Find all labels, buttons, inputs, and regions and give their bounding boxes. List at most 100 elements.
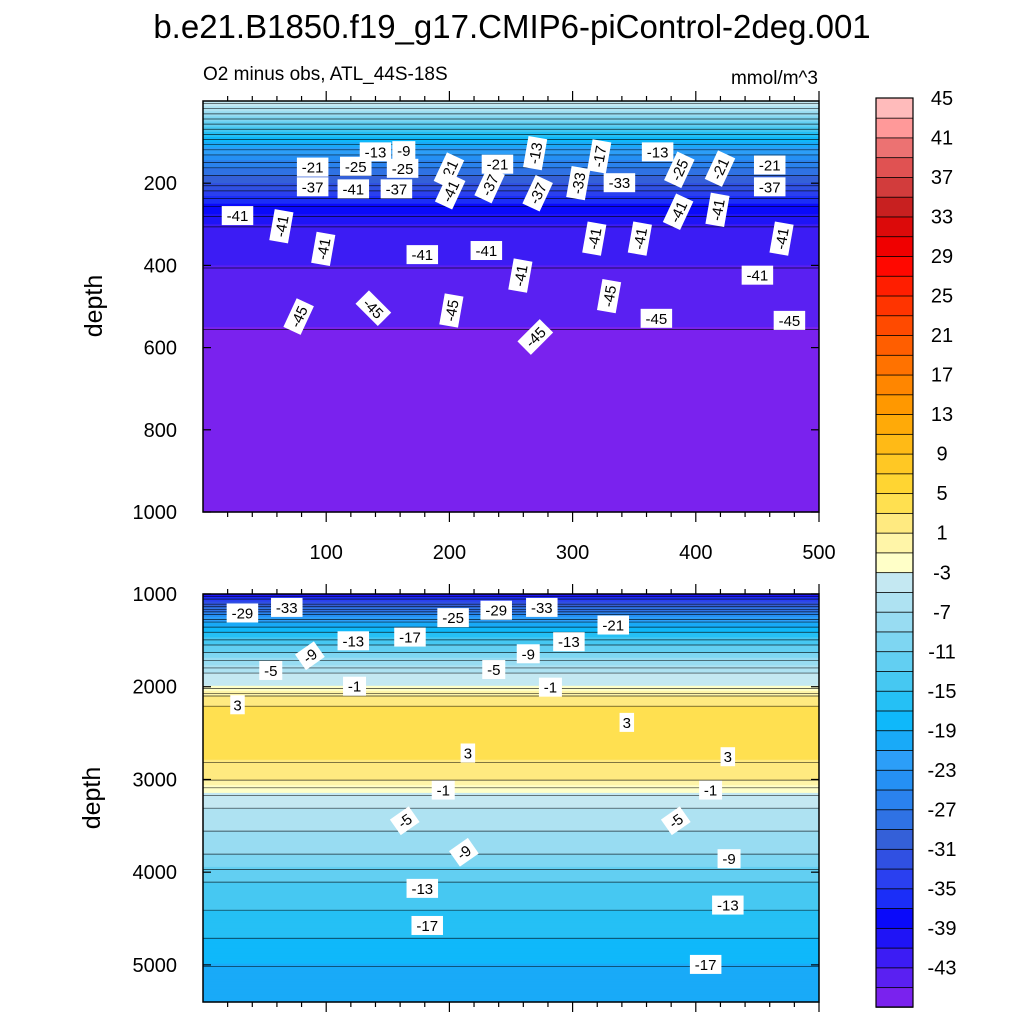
contour-band bbox=[203, 134, 819, 138]
contour-band bbox=[203, 252, 819, 256]
contour-label-text: -9 bbox=[722, 851, 735, 868]
colorbar-tick-label: -15 bbox=[928, 681, 957, 703]
contour-label: -41 bbox=[705, 192, 730, 227]
contour-label-text: -17 bbox=[416, 918, 438, 935]
contour-band bbox=[203, 785, 819, 789]
contour-band bbox=[203, 945, 819, 950]
colorbar-swatch bbox=[875, 769, 914, 791]
colorbar-swatch bbox=[875, 492, 914, 514]
contour-band bbox=[203, 172, 819, 177]
contour-label-box bbox=[741, 265, 774, 285]
contour-label: -9 bbox=[392, 141, 416, 161]
contour-label-box bbox=[337, 631, 370, 651]
contour-label-box bbox=[259, 660, 283, 680]
contour-band bbox=[203, 347, 819, 351]
contour-band bbox=[203, 142, 819, 146]
contour-band bbox=[203, 976, 819, 980]
contour-band bbox=[203, 963, 819, 967]
colorbar-swatch bbox=[875, 235, 914, 257]
contour-band bbox=[203, 889, 819, 893]
contour-band bbox=[203, 303, 819, 308]
contour-band bbox=[203, 350, 819, 354]
colorbar-swatch bbox=[875, 117, 914, 139]
colorbar-swatch bbox=[875, 927, 914, 949]
contour-band bbox=[203, 357, 819, 362]
colorbar: 45 41 37 33 29 25 21 17 13 9 5 1 -3 -7 -11 -15 -19 -23 -27… bbox=[875, 88, 957, 1008]
contour-band bbox=[203, 388, 819, 392]
contour-band bbox=[203, 706, 819, 710]
contour-band bbox=[203, 841, 819, 845]
contour-label-text: -41 bbox=[272, 214, 293, 238]
contour-label-box bbox=[434, 172, 466, 210]
contour-band bbox=[203, 866, 819, 870]
contour-label-box bbox=[603, 173, 636, 193]
colorbar-swatch bbox=[875, 710, 914, 732]
contour-label-text: -37 bbox=[302, 179, 324, 196]
contour-band bbox=[203, 468, 819, 472]
contour-band bbox=[203, 718, 819, 723]
contour-label-text: -29 bbox=[485, 603, 507, 620]
contour-label-text: -45 bbox=[442, 299, 463, 323]
colorbar-tick-label: 29 bbox=[931, 246, 953, 268]
contour-band bbox=[203, 667, 819, 672]
contour-band bbox=[203, 741, 819, 746]
contour-label-box bbox=[769, 221, 794, 256]
contour-label-box bbox=[394, 627, 426, 647]
colorbar-swatch bbox=[875, 433, 914, 455]
colorbar-tick-label: 25 bbox=[931, 286, 953, 308]
colorbar-swatch bbox=[875, 413, 914, 435]
contour-band bbox=[203, 688, 819, 692]
contour-band bbox=[203, 836, 819, 840]
contour-band bbox=[203, 301, 819, 305]
contour-band bbox=[203, 188, 819, 192]
contour-label: -13 bbox=[523, 135, 548, 171]
contour-band bbox=[203, 257, 819, 261]
contour-band bbox=[203, 249, 819, 254]
contour-label-text: -9 bbox=[397, 143, 410, 160]
contour-label: -33 bbox=[271, 597, 303, 617]
colorbar-swatch bbox=[875, 670, 914, 692]
contour-label: -41 bbox=[508, 258, 533, 293]
colorbar-swatch bbox=[875, 394, 914, 415]
colorbar-tick-label: 33 bbox=[931, 207, 953, 229]
contour-label-box bbox=[664, 151, 695, 189]
contour-label-text: -41 bbox=[585, 227, 606, 251]
contour-band bbox=[203, 404, 819, 408]
contour-label: 3 bbox=[460, 743, 476, 763]
contour-band bbox=[203, 386, 819, 390]
contour-band bbox=[203, 270, 819, 274]
contour-band bbox=[203, 311, 819, 315]
contour-band bbox=[203, 416, 819, 421]
contour-band bbox=[203, 693, 819, 697]
contour-band bbox=[203, 334, 819, 338]
contour-label-box bbox=[386, 158, 419, 178]
contour-band bbox=[203, 767, 819, 771]
contour-band bbox=[203, 599, 819, 603]
colorbar-tick-label: -27 bbox=[928, 799, 957, 821]
contour-band bbox=[203, 759, 819, 763]
contour-label: -45 bbox=[773, 310, 806, 330]
contour-label-text: -21 bbox=[759, 158, 781, 175]
contour-band bbox=[203, 882, 819, 886]
contour-band bbox=[203, 473, 819, 477]
contour-band bbox=[203, 452, 819, 457]
contour-label: -41 bbox=[269, 209, 294, 244]
contour-label-text: -17 bbox=[399, 630, 421, 647]
contour-band bbox=[203, 214, 819, 218]
contour-band bbox=[203, 744, 819, 748]
contour-band bbox=[203, 943, 819, 947]
y-tick-label: 400 bbox=[144, 255, 177, 277]
contour-band bbox=[203, 986, 819, 990]
contour-label-box bbox=[587, 139, 612, 174]
contour-band bbox=[203, 665, 819, 669]
contour-band bbox=[203, 486, 819, 490]
contour-band bbox=[203, 739, 819, 743]
contour-band bbox=[203, 973, 819, 978]
contour-band bbox=[203, 780, 819, 784]
contour-band bbox=[203, 121, 819, 125]
contour-label: -1 bbox=[699, 780, 723, 800]
x-tick-label: 500 bbox=[802, 542, 835, 564]
contour-label-box bbox=[753, 155, 786, 175]
contour-band bbox=[203, 108, 819, 112]
contour-label-text: 3 bbox=[623, 715, 631, 732]
